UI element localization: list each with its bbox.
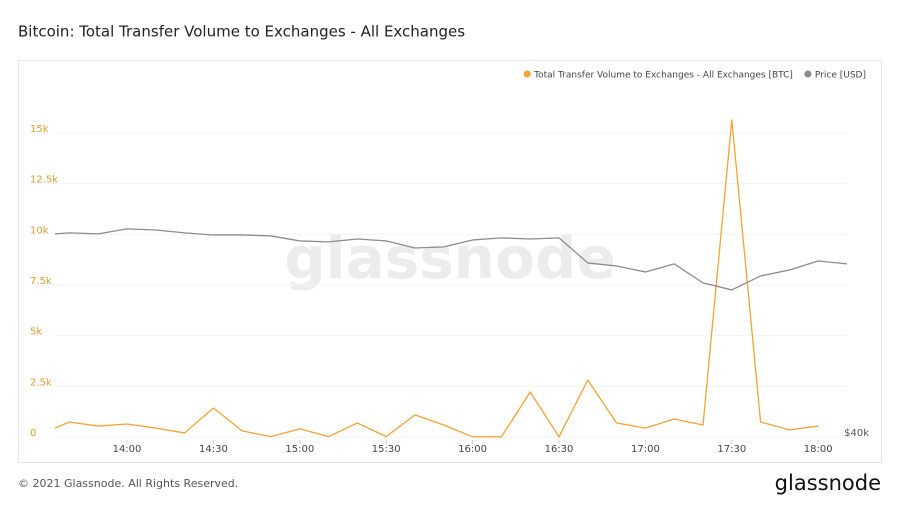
y-tick-label: 5k [30,327,42,338]
y-tick-label: 2.5k [30,377,52,388]
y-tick-label: 15k [30,124,49,135]
series-line [54,228,848,291]
x-tick-label: 15:00 [285,444,314,455]
logo: glassnode [775,471,881,495]
y-tick-label: 0 [30,428,36,439]
legend-swatch [523,70,531,78]
legend-label: Total Transfer Volume to Exchanges - All… [533,71,793,81]
series-line [54,119,819,438]
x-tick-label: 18:00 [804,444,833,455]
x-tick-label: 17:30 [717,444,746,455]
chart-frame [18,60,882,463]
y-tick-label: 12.5k [30,175,58,186]
x-tick-label: 16:00 [458,444,487,455]
page-title: Bitcoin: Total Transfer Volume to Exchan… [18,23,465,41]
watermark: glassnode [284,224,616,292]
x-tick-label: 16:30 [545,444,574,455]
x-tick-label: 14:00 [113,444,142,455]
footer: © 2021 Glassnode. All Rights Reserved. [18,477,238,490]
x-tick-label: 14:30 [199,444,228,455]
legend-swatch [804,70,812,78]
x-tick-label: 15:30 [372,444,401,455]
y2-tick-label: $40k [844,428,869,439]
x-tick-label: 17:00 [631,444,660,455]
y-tick-label: 10k [30,225,49,236]
legend-label: Price [USD] [815,71,866,81]
y-tick-label: 7.5k [30,276,52,287]
